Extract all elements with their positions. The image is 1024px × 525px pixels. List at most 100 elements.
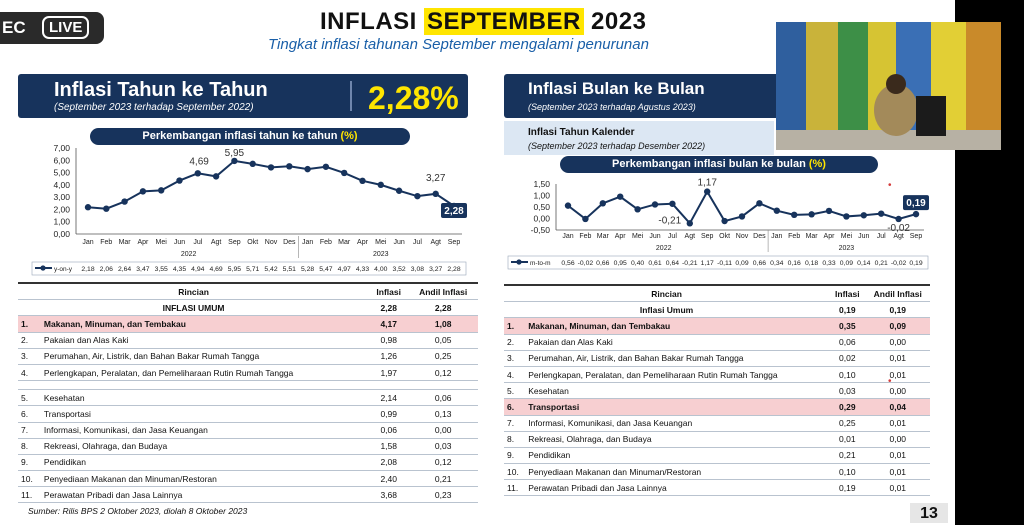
table-value: 4,97 xyxy=(338,266,351,273)
row-number: 2. xyxy=(18,332,41,349)
row-category: Penyediaan Makanan dan Minuman/Restoran xyxy=(525,463,830,481)
table-row: 9. Pendidikan 2,08 0,12 xyxy=(18,454,478,472)
row-contribution: 0,12 xyxy=(408,454,478,472)
x-tick-label: Apr xyxy=(615,233,627,240)
table-row: 2. Pakaian dan Alas Kaki 0,06 0,00 xyxy=(504,334,930,351)
y-tick-label: 2,00 xyxy=(53,204,70,214)
row-inflation: 0,02 xyxy=(829,350,866,367)
row-category: Makanan, Minuman, dan Tembakau xyxy=(40,315,370,333)
data-point xyxy=(194,170,201,177)
spacer-cell xyxy=(18,380,478,391)
x-tick-label: Mei xyxy=(375,239,387,246)
y-tick-label: 5,00 xyxy=(53,168,70,178)
row-category: Informasi, Komunikasi, dan Jasa Keuangan xyxy=(525,415,830,432)
row-contribution: 0,04 xyxy=(865,398,930,416)
value-row-frame xyxy=(31,261,467,276)
row-contribution: 0,00 xyxy=(408,422,478,439)
y-tick-label: 0,50 xyxy=(533,202,550,212)
data-point xyxy=(617,193,624,200)
table-value: 0,34 xyxy=(770,260,783,267)
page-subtitle: Tingkat inflasi tahunan September mengal… xyxy=(268,36,649,53)
rec-label: EC xyxy=(2,18,26,37)
column-header: Rincian xyxy=(504,284,830,303)
row-contribution: 0,00 xyxy=(865,334,930,351)
year-label: 2023 xyxy=(373,251,389,258)
table-value: 0,16 xyxy=(788,260,801,267)
table-spacer xyxy=(18,380,478,391)
row-contribution: 0,01 xyxy=(865,350,930,367)
total-contribution: 2,28 xyxy=(408,299,478,317)
data-point xyxy=(704,188,711,195)
table-value: 5,51 xyxy=(283,266,296,273)
row-number: 8. xyxy=(18,438,41,455)
x-tick-label: Jul xyxy=(413,239,422,246)
y-tick-label: 1,50 xyxy=(533,179,550,189)
data-point xyxy=(895,215,902,223)
row-number: 8. xyxy=(504,431,526,448)
data-point xyxy=(395,187,403,194)
x-tick-label: Mei xyxy=(841,233,853,240)
table-row: 1. Makanan, Minuman, dan Tembakau 4,17 1,08 xyxy=(18,315,478,333)
x-tick-label: Agt xyxy=(893,233,904,240)
data-label: 5,95 xyxy=(225,148,245,159)
x-tick-label: Des xyxy=(753,233,766,240)
mtm-title: Inflasi Bulan ke Bulan xyxy=(528,79,705,98)
x-tick-label: Des xyxy=(283,239,296,246)
highlight-badge xyxy=(441,202,467,218)
data-point xyxy=(669,200,676,207)
table-value: 5,47 xyxy=(319,266,332,273)
table-row: 6. Transportasi 0,29 0,04 xyxy=(504,398,930,416)
table-row: 8. Rekreasi, Olahraga, dan Budaya 0,01 0,00 xyxy=(504,431,930,448)
ytd-box: Inflasi Tahun Kalender (September 2023 t… xyxy=(504,121,774,155)
column-header: Andil Inflasi xyxy=(865,284,930,303)
row-category: Perumahan, Air, Listrik, dan Bahan Bakar… xyxy=(525,350,830,367)
data-point xyxy=(651,201,659,208)
x-tick-label: Nov xyxy=(736,233,749,240)
x-tick-label: Jun xyxy=(858,233,869,240)
row-number: 4. xyxy=(18,364,41,382)
yoy-title: Inflasi Tahun ke Tahun xyxy=(54,79,268,101)
table-value: 2,06 xyxy=(100,266,113,273)
row-inflation: 0,25 xyxy=(829,415,866,432)
data-label: 1,17 xyxy=(697,178,717,189)
row-category: Pakaian dan Alas Kaki xyxy=(525,334,830,351)
total-inflation: 0,19 xyxy=(829,301,866,319)
x-tick-label: Jun xyxy=(393,239,404,246)
table-header-row: Rincian Inflasi Andil Inflasi xyxy=(18,282,478,301)
x-tick-label: Jan xyxy=(82,239,93,246)
row-category: Pakaian dan Alas Kaki xyxy=(40,332,370,349)
data-label: 0,19 xyxy=(906,198,926,209)
y-tick-label: 4,00 xyxy=(53,180,70,190)
table-value: 0,56 xyxy=(561,260,574,267)
data-point xyxy=(582,215,589,223)
table-total-row: INFLASI UMUM 2,28 2,28 xyxy=(18,299,478,317)
data-point xyxy=(564,202,572,209)
y-tick-label: 3,00 xyxy=(53,192,70,202)
table-row: 7. Informasi, Komunikasi, dan Jasa Keuang… xyxy=(18,422,478,439)
table-row: 1. Makanan, Minuman, dan Tembakau 0,35 0,09 xyxy=(504,317,930,335)
mtm-period: (September 2023 terhadap Agustus 2023) xyxy=(528,102,696,112)
table-value: 0,21 xyxy=(875,260,888,267)
x-tick-label: Jan xyxy=(771,233,782,240)
table-value: -0,02 xyxy=(578,260,594,267)
table-value: 0,14 xyxy=(857,260,870,267)
data-point xyxy=(825,207,833,215)
table-value: 4,69 xyxy=(209,266,222,273)
row-contribution: 0,06 xyxy=(408,389,478,407)
row-category: Penyediaan Makanan dan Minuman/Restoran xyxy=(40,470,370,488)
table-row: 10. Penyediaan Makanan dan Minuman/Restor… xyxy=(504,463,930,481)
x-tick-label: Jun xyxy=(174,239,185,246)
x-tick-label: Feb xyxy=(100,239,112,246)
table-value: 5,95 xyxy=(228,266,241,273)
table-value: 0,09 xyxy=(735,260,748,267)
data-point xyxy=(212,173,220,180)
data-point xyxy=(912,210,920,218)
yoy-header-box: Inflasi Tahun ke Tahun (September 2023 t… xyxy=(18,74,468,118)
data-point xyxy=(721,217,728,225)
column-header: Rincian xyxy=(18,282,370,301)
row-inflation: 4,17 xyxy=(369,315,409,333)
row-inflation: 0,98 xyxy=(369,332,409,349)
value-row-frame xyxy=(507,255,929,270)
yoy-value: 2,28% xyxy=(368,80,459,116)
data-point xyxy=(84,204,92,211)
